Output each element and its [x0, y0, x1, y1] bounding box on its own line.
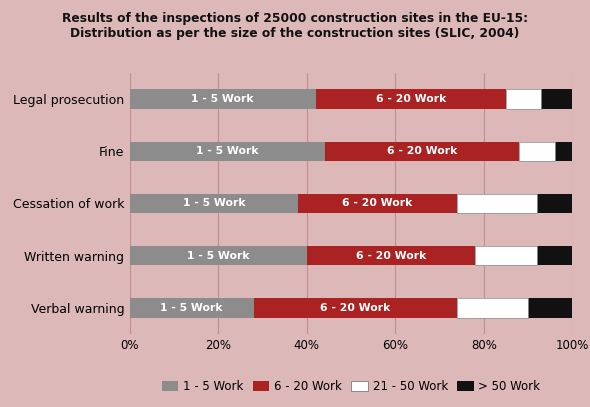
Text: 1 - 5 Work: 1 - 5 Work	[160, 303, 223, 313]
Text: 6 - 20 Work: 6 - 20 Work	[356, 251, 426, 260]
Text: 6 - 20 Work: 6 - 20 Work	[376, 94, 446, 104]
Bar	[555, 142, 572, 161]
Bar	[457, 194, 537, 213]
Bar	[519, 142, 555, 161]
Bar	[130, 298, 254, 317]
Bar	[307, 246, 475, 265]
Bar	[475, 246, 537, 265]
Bar	[506, 90, 542, 109]
Legend: 1 - 5 Work, 6 - 20 Work, 21 - 50 Work, > 50 Work: 1 - 5 Work, 6 - 20 Work, 21 - 50 Work, >…	[159, 378, 543, 396]
Text: 1 - 5 Work: 1 - 5 Work	[187, 251, 250, 260]
Bar	[130, 142, 325, 161]
Text: 6 - 20 Work: 6 - 20 Work	[386, 147, 457, 156]
Bar	[316, 90, 506, 109]
Bar	[457, 298, 528, 317]
Bar	[537, 246, 572, 265]
Bar	[254, 298, 457, 317]
Bar	[475, 246, 537, 265]
Bar	[528, 298, 572, 317]
Bar	[324, 142, 519, 161]
Bar	[130, 90, 316, 109]
Bar	[298, 194, 457, 213]
Text: 1 - 5 Work: 1 - 5 Work	[192, 94, 254, 104]
Bar	[457, 298, 528, 317]
Bar	[519, 142, 555, 161]
Text: 6 - 20 Work: 6 - 20 Work	[320, 303, 391, 313]
Bar	[130, 246, 307, 265]
Bar	[130, 194, 298, 213]
Text: 6 - 20 Work: 6 - 20 Work	[342, 199, 413, 208]
Bar	[457, 194, 537, 213]
Text: 1 - 5 Work: 1 - 5 Work	[196, 147, 258, 156]
Text: 1 - 5 Work: 1 - 5 Work	[183, 199, 245, 208]
Bar	[537, 194, 572, 213]
Text: Results of the inspections of 25000 construction sites in the EU-15:
Distributio: Results of the inspections of 25000 cons…	[62, 12, 528, 40]
Bar	[506, 90, 542, 109]
Bar	[542, 90, 572, 109]
